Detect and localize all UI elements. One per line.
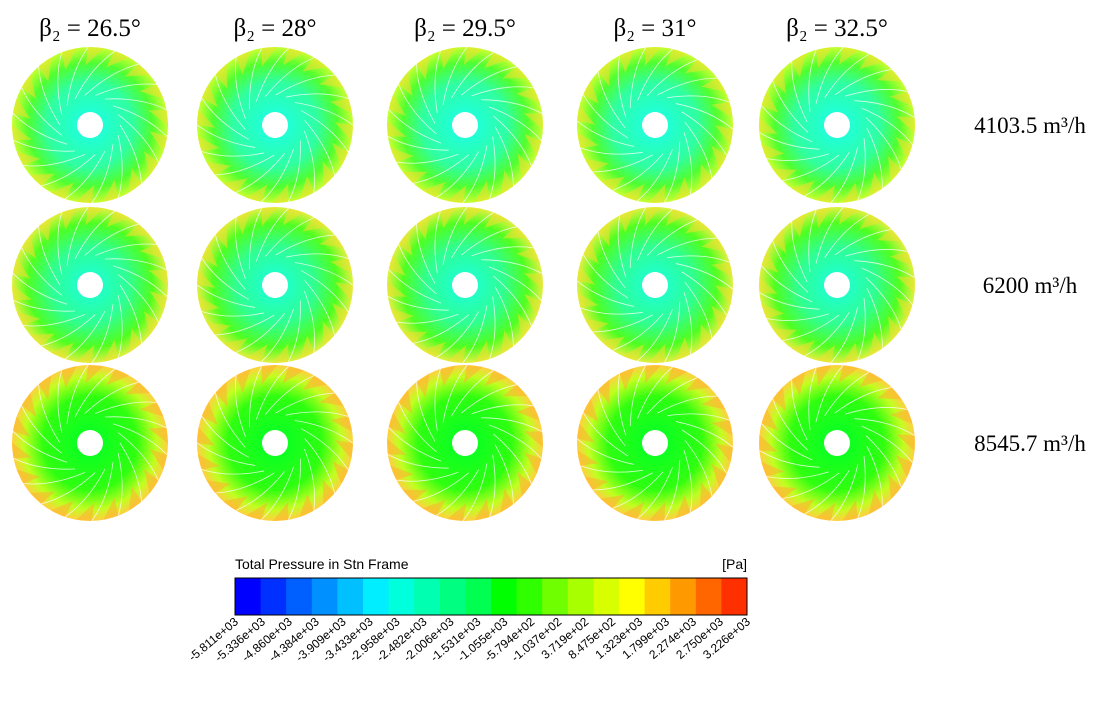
- colorbar-segment: [312, 578, 338, 615]
- hub: [452, 272, 478, 298]
- impeller-contour: [12, 207, 168, 363]
- hub: [642, 272, 668, 298]
- colorbar-segment: [568, 578, 594, 615]
- row-label: 6200 m³/h: [983, 273, 1078, 298]
- impeller-contour: [197, 47, 353, 203]
- hub: [824, 272, 850, 298]
- impeller-contour: [577, 47, 733, 203]
- hub: [262, 430, 288, 456]
- hub: [452, 112, 478, 138]
- colorbar-segment: [261, 578, 287, 615]
- row-label: 4103.5 m³/h: [974, 113, 1086, 138]
- figure: β₂ = 26.5° β₂ = 28° β₂ = 29.5° β₂ = 31° β₂ =…: [0, 0, 1113, 706]
- impeller-contour: [387, 47, 543, 203]
- impeller-contour: [577, 207, 733, 363]
- colorbar-segment: [414, 578, 440, 615]
- colorbar-segment: [696, 578, 722, 615]
- impeller-contour: [759, 365, 915, 521]
- impeller-contour: [577, 365, 733, 521]
- colorbar-segment: [517, 578, 543, 615]
- colorbar-segment: [645, 578, 671, 615]
- colorbar-segment: [670, 578, 696, 615]
- hub: [824, 112, 850, 138]
- colorbar-segment: [389, 578, 415, 615]
- column-header: β₂ = 29.5°: [414, 15, 516, 42]
- hub: [262, 112, 288, 138]
- colorbar-segment: [619, 578, 645, 615]
- hub: [77, 112, 103, 138]
- row-label: 8545.7 m³/h: [974, 431, 1086, 456]
- impeller-contour: [197, 365, 353, 521]
- impeller-contour: [12, 365, 168, 521]
- impeller-contour: [759, 47, 915, 203]
- impeller-contour: [387, 207, 543, 363]
- impeller-contour: [197, 207, 353, 363]
- colorbar-segment: [363, 578, 389, 615]
- hub: [77, 272, 103, 298]
- colorbar-segment: [542, 578, 568, 615]
- colorbar-segment: [286, 578, 312, 615]
- hub: [77, 430, 103, 456]
- impeller-contour: [12, 47, 168, 203]
- colorbar-segment: [440, 578, 466, 615]
- impeller-contour: [387, 365, 543, 521]
- legend-title: Total Pressure in Stn Frame: [235, 556, 409, 572]
- impeller-contour: [759, 207, 915, 363]
- hub: [452, 430, 478, 456]
- colorbar-segment: [721, 578, 747, 615]
- colorbar-segment: [337, 578, 363, 615]
- colorbar-segment: [465, 578, 491, 615]
- legend-unit: [Pa]: [722, 556, 747, 572]
- column-header: β₂ = 32.5°: [786, 15, 888, 42]
- hub: [824, 430, 850, 456]
- hub: [262, 272, 288, 298]
- colorbar-segment: [593, 578, 619, 615]
- column-header: β₂ = 31°: [613, 15, 696, 42]
- hub: [642, 430, 668, 456]
- hub: [642, 112, 668, 138]
- colorbar-segment: [491, 578, 517, 615]
- column-header: β₂ = 26.5°: [39, 15, 141, 42]
- colorbar-segment: [235, 578, 261, 615]
- column-header: β₂ = 28°: [233, 15, 316, 42]
